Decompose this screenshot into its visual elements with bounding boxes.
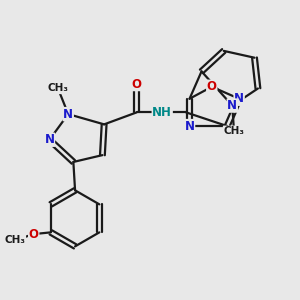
Text: O: O [29, 228, 39, 241]
Text: O: O [207, 80, 217, 93]
Text: N: N [227, 99, 237, 112]
Text: CH₃: CH₃ [224, 126, 244, 136]
Text: N: N [184, 120, 195, 133]
Text: N: N [234, 92, 244, 105]
Text: N: N [63, 108, 73, 121]
Text: CH₃: CH₃ [4, 235, 26, 245]
Text: O: O [132, 77, 142, 91]
Text: CH₃: CH₃ [47, 83, 68, 94]
Text: NH: NH [152, 106, 172, 119]
Text: N: N [44, 133, 54, 146]
